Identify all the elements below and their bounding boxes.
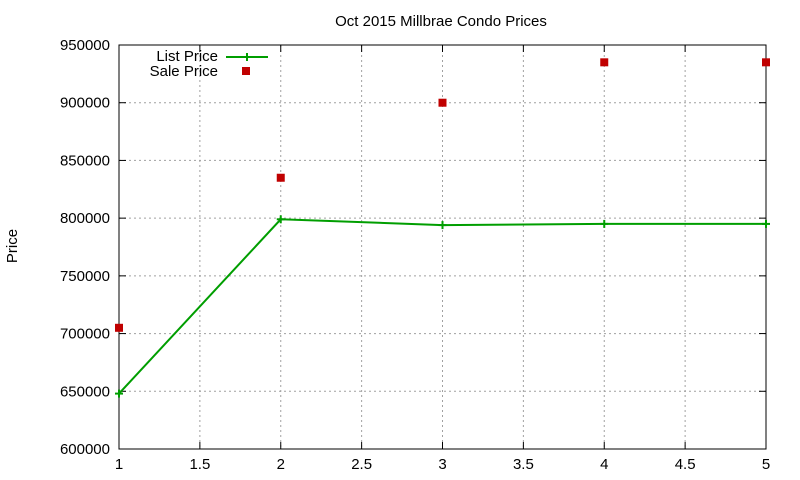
sale-price-point [762,58,770,67]
x-tick-label: 1 [115,456,123,473]
x-axis: 1 1.5 2 2.5 3 3.5 4 4.5 5 [115,45,770,473]
sale-price-point [115,323,123,332]
x-tick-label: 2.5 [351,456,372,473]
legend-swatch-sale-price [242,67,250,75]
y-tick-label: 900000 [60,95,110,112]
grid [119,45,766,449]
legend: List Price Sale Price [150,48,268,80]
legend-label-list-price: List Price [156,48,218,65]
y-tick-label: 800000 [60,210,110,227]
y-tick-label: 650000 [60,383,110,400]
sale-price-point [600,58,609,67]
sale-price-point [276,173,285,182]
y-axis-label: Price [4,229,21,263]
list-price-marker [762,219,770,228]
list-price-marker [276,215,285,224]
x-tick-label: 5 [762,456,770,473]
y-axis: 600000 650000 700000 750000 800000 850000 9000… [60,37,766,458]
list-price-marker [115,389,123,398]
list-price-marker [438,221,447,230]
x-tick-label: 3.5 [513,456,534,473]
sale-price-point [438,98,447,107]
y-tick-label: 700000 [60,326,110,343]
x-tick-label: 1.5 [189,456,210,473]
legend-label-sale-price: Sale Price [150,63,218,80]
list-price-marker [600,219,609,228]
chart-title: Oct 2015 Millbrae Condo Prices [335,13,547,30]
x-tick-label: 3 [438,456,446,473]
y-tick-label: 750000 [60,268,110,285]
y-tick-label: 850000 [60,152,110,169]
x-tick-label: 4.5 [675,456,696,473]
series-layer [115,58,770,398]
y-tick-label: 950000 [60,37,110,54]
x-tick-label: 2 [277,456,285,473]
x-tick-label: 4 [600,456,608,473]
y-tick-label: 600000 [60,441,110,458]
